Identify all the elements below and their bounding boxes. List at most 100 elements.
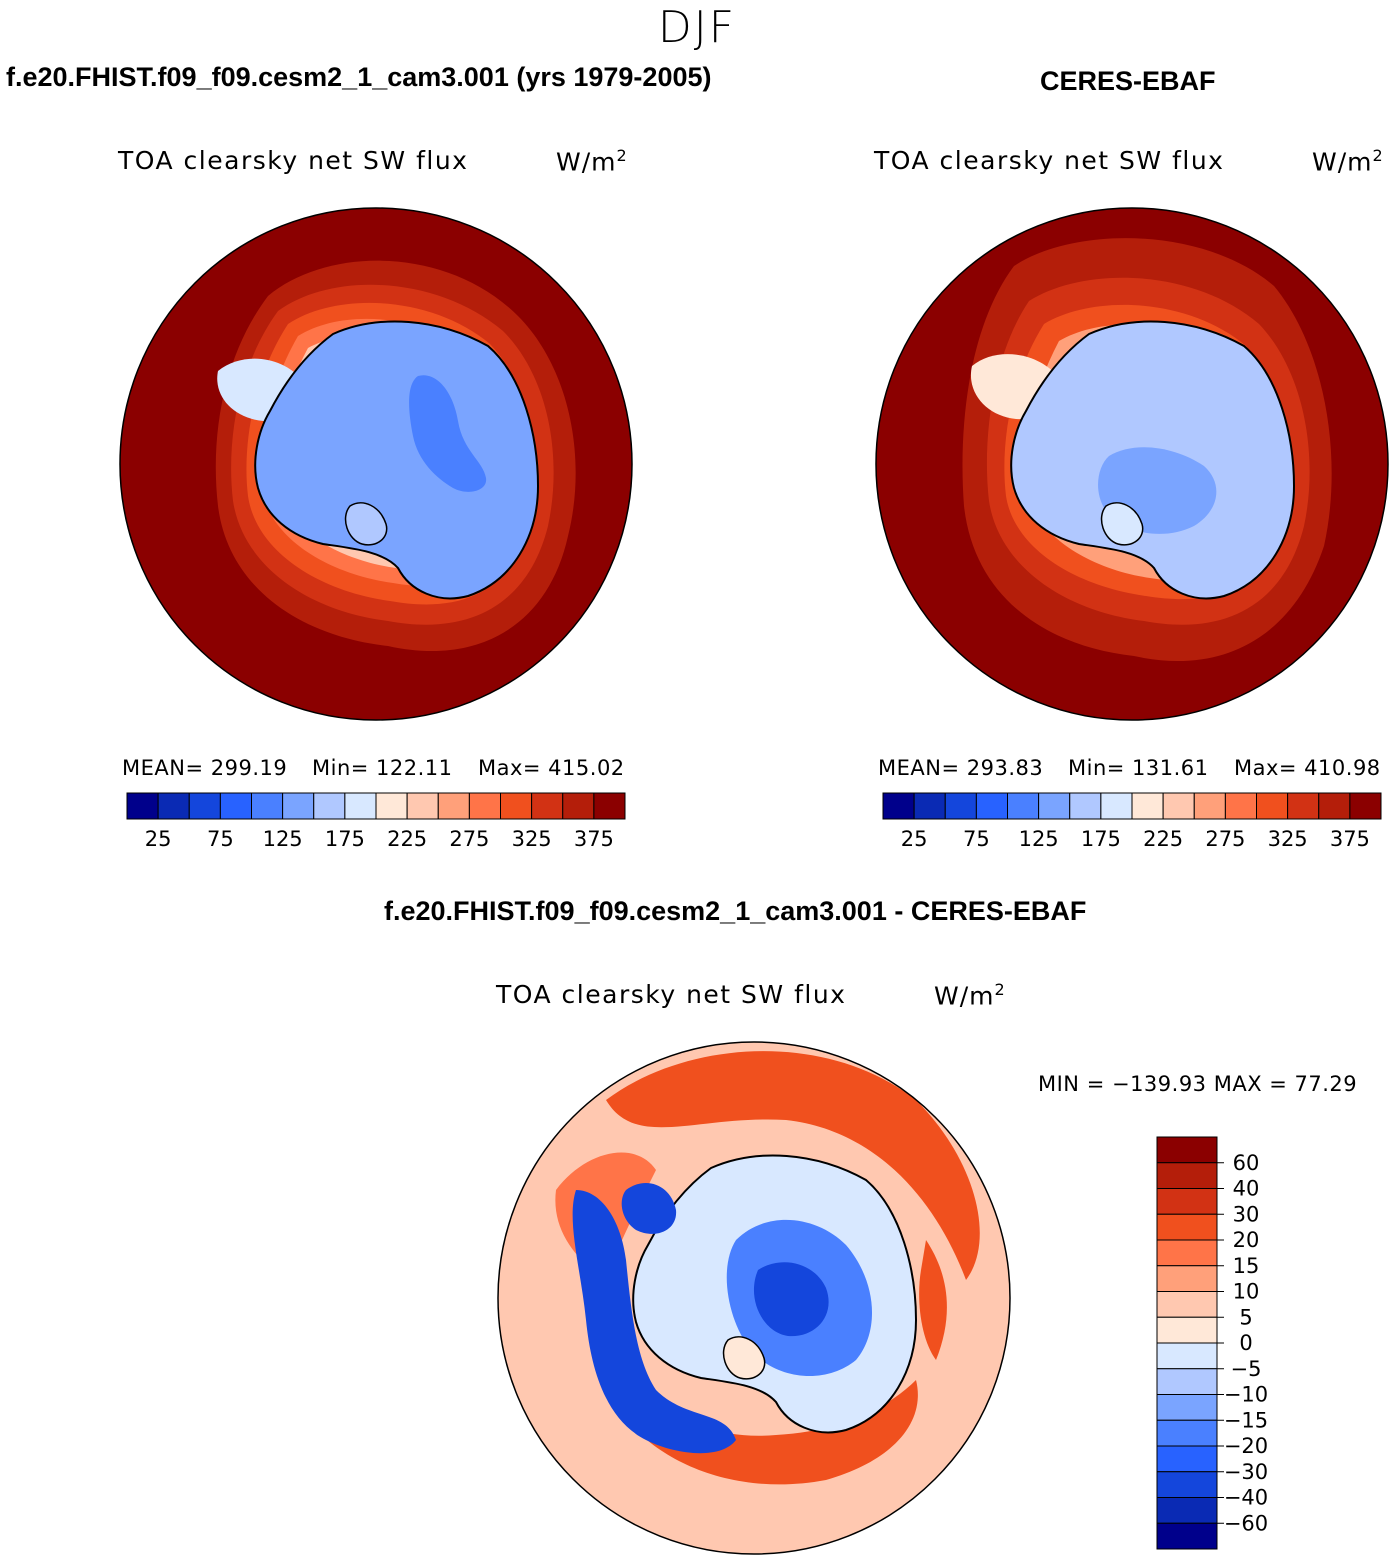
obs-colorbar-swatch	[1131, 792, 1164, 820]
obs-map-border	[875, 207, 1389, 721]
diff-colorbar-tick-label: 20	[1233, 1228, 1260, 1252]
diff-colorbar-tick-label: 0	[1239, 1331, 1252, 1355]
diff-colorbar-swatch	[1156, 1522, 1218, 1550]
model-colorbar-tick-label: 125	[263, 827, 303, 851]
diff-colorbar-swatch	[1156, 1342, 1218, 1370]
model-interior-low	[409, 375, 487, 492]
obs-colorbar-swatch	[1287, 792, 1320, 820]
diff-variable-title: TOA clearsky net SW flux	[496, 980, 847, 1009]
model-colorbar-swatch	[313, 792, 346, 820]
diff-colorbar-tick-label: 5	[1239, 1305, 1252, 1329]
diff-colorbar-swatch	[1156, 1213, 1218, 1241]
model-colorbar-swatch	[437, 792, 470, 820]
model-colorbar-swatch	[126, 792, 159, 820]
diff-interior-strong-negative	[753, 1262, 829, 1337]
diff-colorbar-tick-label: 30	[1233, 1202, 1260, 1226]
model-colorbar-swatch	[406, 792, 439, 820]
model-antarctica	[254, 320, 540, 600]
model-colorbar-swatch	[593, 792, 626, 820]
diff-colorbar-swatch	[1156, 1497, 1218, 1524]
model-colorbar-swatch	[468, 792, 501, 820]
diff-colorbar-swatch	[1156, 1291, 1218, 1318]
obs-colorbar: 25 75 125 175 225 275 325 375	[882, 792, 1382, 851]
diff-colorbar-swatch	[1156, 1394, 1218, 1421]
model-colorbar-tick-label: 175	[325, 827, 365, 851]
obs-colorbar-swatch	[1069, 792, 1102, 820]
model-colorbar-tick-label: 275	[449, 827, 489, 851]
diff-ross-ice-shelf	[722, 1336, 766, 1380]
diff-colorbar-tick-label: −30	[1224, 1460, 1268, 1484]
diff-positive-band-north	[606, 1051, 980, 1280]
diff-colorbar-tick-label: 40	[1233, 1177, 1260, 1201]
model-colorbar-swatch	[188, 792, 221, 820]
model-case-title: f.e20.FHIST.f09_f09.cesm2_1_cam3.001 (yr…	[6, 62, 712, 92]
model-colorbar-swatch	[282, 792, 315, 820]
diff-map-border	[497, 1041, 1011, 1555]
model-colorbar-swatch	[344, 792, 377, 820]
diff-units: W/m2	[934, 980, 1006, 1011]
diff-colorbar-swatch	[1156, 1265, 1218, 1292]
diff-colorbar-swatch	[1156, 1136, 1218, 1164]
diff-positive-band-east	[919, 1240, 947, 1360]
diff-colorbar-tick-label: 60	[1233, 1151, 1260, 1175]
model-colorbar-swatch	[375, 792, 408, 820]
model-colorbar-swatch	[251, 792, 284, 820]
obs-colorbar-tick-label: 75	[963, 827, 990, 851]
model-colorbar-tick-label: 225	[387, 827, 427, 851]
diff-colorbar-tick-label: −60	[1224, 1511, 1268, 1535]
model-colorbar-swatch	[219, 792, 252, 820]
diff-min-max: MIN = −139.93 MAX = 77.29	[1038, 1072, 1358, 1096]
obs-variable-title: TOA clearsky net SW flux	[874, 146, 1225, 175]
obs-colorbar-tick-label: 175	[1081, 827, 1121, 851]
obs-colorbar-swatch	[944, 792, 977, 820]
obs-colorbar-tick-label: 125	[1019, 827, 1059, 851]
obs-colorbar-tick-label: 275	[1205, 827, 1245, 851]
model-colorbar-swatch	[562, 792, 595, 820]
diff-colorbar-swatch	[1156, 1239, 1218, 1267]
model-units: W/m2	[556, 146, 628, 177]
obs-case-title: CERES-EBAF	[1040, 66, 1216, 96]
diff-peninsula-negative	[621, 1182, 677, 1234]
diff-negative-west-coast	[572, 1190, 736, 1454]
season-title: DJF	[657, 2, 737, 53]
obs-colorbar-swatch	[913, 792, 946, 820]
model-polar-map	[119, 207, 633, 721]
obs-polar-map	[875, 207, 1389, 721]
diff-colorbar-swatch	[1156, 1188, 1218, 1215]
diff-colorbar-tick-label: 15	[1233, 1254, 1260, 1278]
diff-colorbar-swatch	[1156, 1471, 1218, 1498]
model-max: Max= 415.02	[478, 756, 625, 780]
diff-colorbar-tick-label: 10	[1233, 1280, 1260, 1304]
obs-colorbar-swatch	[1224, 792, 1257, 820]
obs-colorbar-swatch	[882, 792, 915, 820]
obs-colorbar-swatch	[1007, 792, 1040, 820]
model-colorbar-tick-label: 375	[574, 827, 614, 851]
obs-colorbar-swatch	[1100, 792, 1133, 820]
model-colorbar-tick-label: 75	[207, 827, 234, 851]
obs-colorbar-tick-label: 375	[1330, 827, 1370, 851]
model-colorbar-tick-label: 25	[145, 827, 172, 851]
obs-max: Max= 410.98	[1234, 756, 1381, 780]
model-map-border	[119, 207, 633, 721]
diff-polar-map	[497, 1041, 1011, 1555]
obs-colorbar-swatch	[1038, 792, 1071, 820]
model-ross-ice-shelf	[344, 502, 388, 546]
obs-colorbar-tick-label: 225	[1143, 827, 1183, 851]
diff-case-title: f.e20.FHIST.f09_f09.cesm2_1_cam3.001 - C…	[384, 896, 1087, 926]
obs-colorbar-swatch	[1349, 792, 1382, 820]
diff-colorbar-swatch	[1156, 1445, 1218, 1473]
obs-colorbar-tick-label: 325	[1268, 827, 1308, 851]
obs-mean: MEAN= 293.83	[878, 756, 1044, 780]
model-colorbar: 25 75 125 175 225 275 325 375	[126, 792, 626, 851]
model-colorbar-swatch	[531, 792, 564, 820]
model-min: Min= 122.11	[312, 756, 453, 780]
diff-colorbar-swatch	[1156, 1419, 1218, 1447]
model-colorbar-tick-label: 325	[512, 827, 552, 851]
diff-colorbar-swatch	[1156, 1316, 1218, 1344]
obs-colorbar-swatch	[1318, 792, 1351, 820]
diff-positive-band-south	[620, 1370, 918, 1485]
model-variable-title: TOA clearsky net SW flux	[118, 146, 469, 175]
model-colorbar-swatch	[157, 792, 190, 820]
obs-colorbar-tick-label: 25	[901, 827, 928, 851]
